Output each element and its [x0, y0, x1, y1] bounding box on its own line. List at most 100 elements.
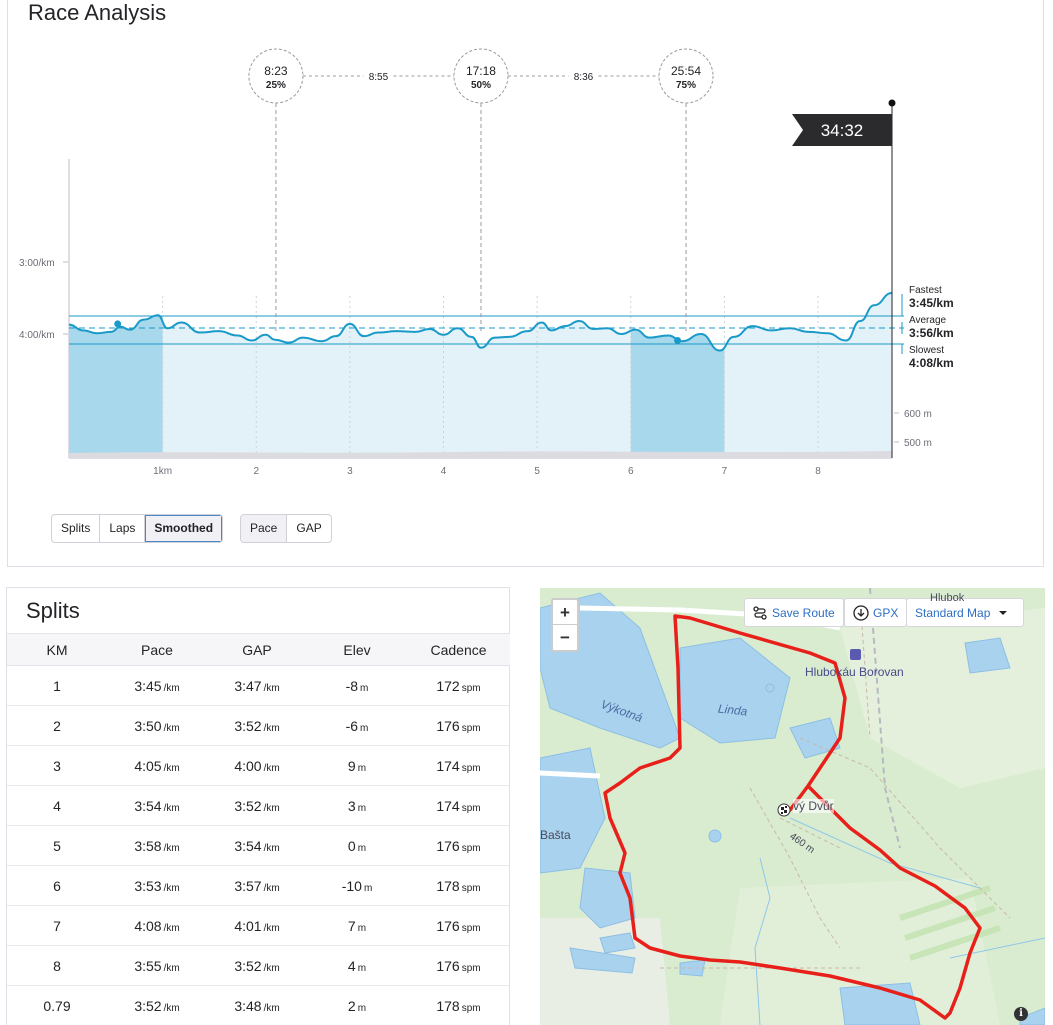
marker-value-fastest: 3:45/km	[909, 296, 954, 310]
split-gap-value: 4:00	[234, 757, 262, 774]
y-tick-label: 4:00/km	[19, 330, 55, 341]
split-km-value: 3	[53, 757, 61, 774]
map-label-basta: Bašta	[540, 828, 571, 842]
split-gap: 3:47/km	[207, 665, 307, 706]
milestone-gap-label: 8:55	[369, 72, 389, 83]
table-row: 7 4:08/km 4:01/km 7 m 176 spm	[7, 905, 510, 946]
split-km-value: 0.79	[43, 997, 71, 1014]
split-pace: 3:52/km	[107, 985, 207, 1025]
split-pace-value: 3:55	[134, 957, 162, 974]
race-analysis-title: Race Analysis	[28, 0, 167, 25]
map-style-label: Standard Map	[915, 605, 991, 620]
map-style-select[interactable]: Standard Map	[906, 598, 1024, 627]
split-pace-value: 3:54	[134, 797, 162, 814]
gpx-label: GPX	[873, 605, 899, 620]
map-label-linda: Linda	[717, 701, 749, 719]
splits-panel: Splits KM Pace GAP Elev Cadence 1 3:45/km…	[6, 587, 510, 1025]
split-km: 4	[7, 785, 107, 826]
split-gap-value: 3:52	[234, 797, 262, 814]
laps-toggle-button[interactable]: Laps	[100, 515, 146, 542]
split-pace-unit: /km	[163, 882, 180, 894]
split-cadence-value: 174	[436, 797, 460, 814]
x-tick-label: 3	[347, 466, 353, 476]
map-canvas[interactable]	[540, 588, 1045, 1025]
smoothed-toggle-button[interactable]: Smoothed	[145, 515, 223, 542]
split-pace: 4:08/km	[107, 905, 207, 946]
save-route-button[interactable]: Save Route	[744, 598, 844, 627]
splits-table: KM Pace GAP Elev Cadence 1 3:45/km 3:47/km…	[7, 633, 510, 1025]
split-km-value: 8	[53, 957, 61, 974]
split-cadence-value: 174	[436, 757, 460, 774]
split-gap-unit: /km	[263, 842, 280, 854]
split-km-value: 2	[53, 717, 61, 734]
finish-dot	[888, 99, 896, 107]
gap-toggle-button[interactable]: GAP	[296, 521, 322, 535]
pace-toggle-button[interactable]: Pace	[241, 515, 288, 542]
split-cadence: 176 spm	[407, 705, 510, 746]
x-tick-label: 1km	[153, 466, 172, 476]
zoom-control: + −	[551, 598, 579, 652]
map-label-top-right: Hlubok	[930, 592, 965, 604]
zoom-out-button[interactable]: −	[560, 628, 570, 647]
elevation-tick-label: 600 m	[904, 409, 932, 420]
split-pace-unit: /km	[163, 922, 180, 934]
x-tick-label: 5	[534, 466, 540, 476]
split-gap-value: 3:52	[234, 717, 262, 734]
split-cadence-value: 176	[436, 717, 460, 734]
split-gap: 3:57/km	[207, 865, 307, 906]
split-elev: -10 m	[307, 865, 407, 906]
split-cadence-unit: spm	[461, 842, 481, 854]
split-elev-value: -8	[345, 677, 359, 694]
header-km: KM	[7, 633, 107, 666]
map-label-hluboka: Hlubokáu Borovan	[805, 665, 904, 679]
table-row: 0.79 3:52/km 3:48/km 2 m 178 spm	[7, 985, 510, 1025]
split-elev-unit: m	[357, 762, 367, 774]
split-cadence: 176 spm	[407, 945, 510, 986]
split-elev-unit: m	[357, 962, 367, 974]
split-elev: -6 m	[307, 705, 407, 746]
route-icon	[753, 605, 767, 620]
split-cadence-value: 176	[436, 917, 460, 934]
milestone-percent: 25%	[266, 80, 286, 91]
gpx-button[interactable]: GPX	[844, 598, 908, 627]
split-elev-unit: m	[360, 682, 369, 694]
splits-header-row: KM Pace GAP Elev Cadence	[7, 633, 510, 666]
split-cadence-unit: spm	[461, 682, 481, 694]
milestone-time: 25:54	[671, 64, 701, 78]
metric-toggle: Pace GAP	[240, 514, 332, 543]
split-elev-value: 2	[347, 997, 356, 1014]
elevation-profile	[69, 451, 892, 458]
split-gap-value: 3:52	[234, 957, 262, 974]
split-km: 5	[7, 825, 107, 866]
split-pace-value: 4:08	[134, 917, 162, 934]
split-cadence: 176 spm	[407, 825, 510, 866]
split-cadence-unit: spm	[461, 762, 481, 774]
split-gap: 4:00/km	[207, 745, 307, 786]
header-gap: GAP	[207, 633, 307, 666]
milestone-percent: 50%	[471, 80, 491, 91]
split-cadence-unit: spm	[461, 882, 481, 894]
split-elev-unit: m	[360, 722, 369, 734]
split-pace-value: 3:53	[134, 877, 162, 894]
download-icon	[853, 604, 869, 621]
table-row: 6 3:53/km 3:57/km -10 m 178 spm	[7, 865, 510, 906]
split-cadence-value: 178	[436, 877, 460, 894]
route-map[interactable]: + − Save Route GPX Standard Map Hlubokáu…	[540, 588, 1045, 1025]
split-cadence-unit: spm	[461, 722, 481, 734]
split-km: 2	[7, 705, 107, 746]
splits-toggle-button[interactable]: Splits	[52, 515, 101, 542]
milestone-gap-label: 8:36	[574, 72, 594, 83]
split-gap-unit: /km	[263, 922, 280, 934]
split-pace: 3:50/km	[107, 705, 207, 746]
info-icon[interactable]: i	[1014, 1007, 1028, 1021]
split-cadence: 178 spm	[407, 985, 510, 1025]
pace-line	[68, 291, 893, 352]
split-gap-unit: /km	[263, 722, 280, 734]
milestone-time: 17:18	[466, 64, 496, 78]
zoom-in-button[interactable]: +	[553, 600, 577, 625]
split-gap: 3:52/km	[207, 785, 307, 826]
header-pace: Pace	[107, 633, 207, 666]
